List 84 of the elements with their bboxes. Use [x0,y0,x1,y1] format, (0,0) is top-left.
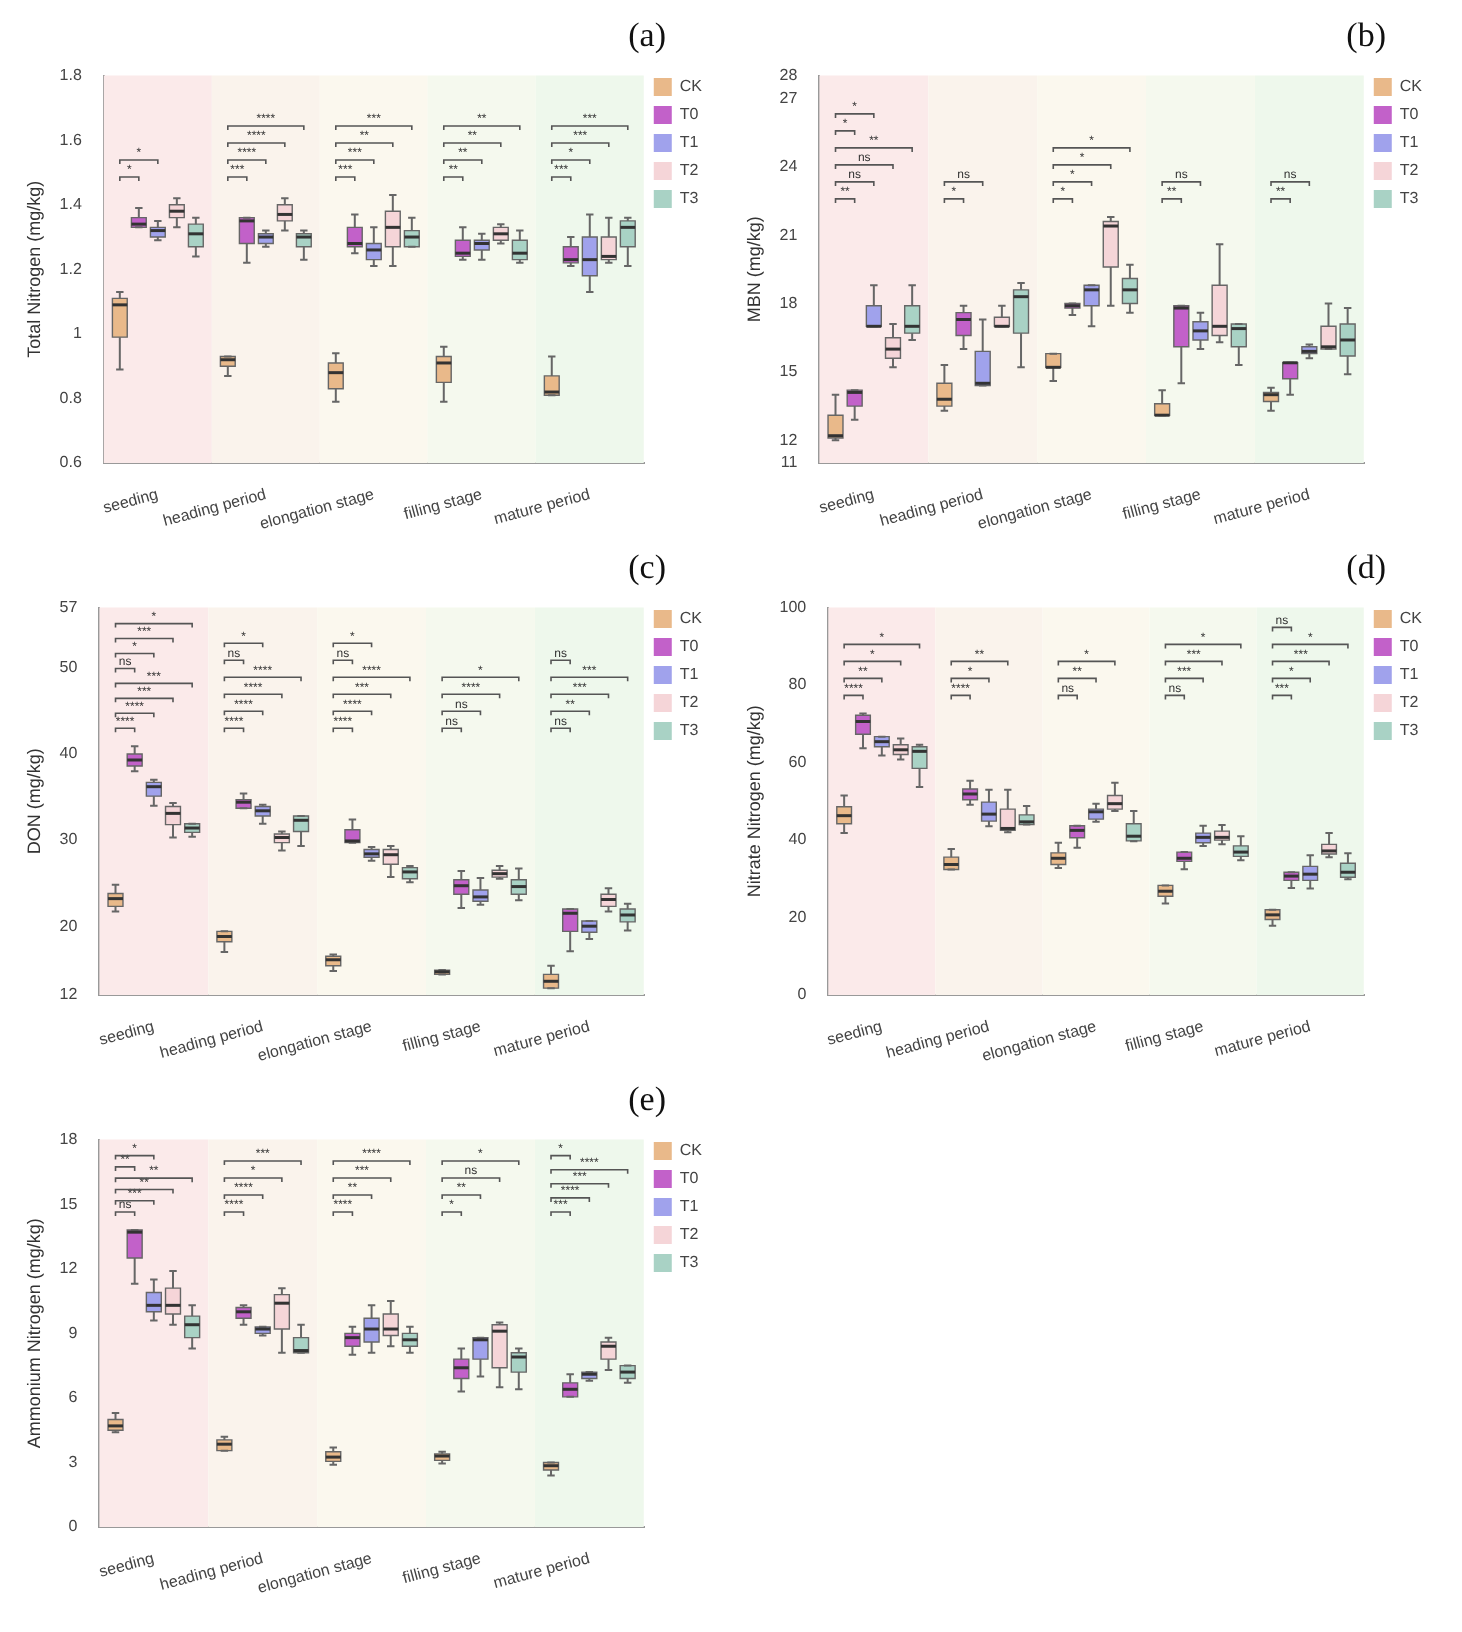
y-tick-label: 1.4 [59,195,83,214]
x-tick-label: filling stage [401,484,486,524]
y-tick-label: 1.2 [59,259,83,278]
legend-label: T2 [679,693,700,712]
y-tick-label: 28 [779,66,799,85]
legend-label: T1 [679,133,700,152]
y-tick-label: 50 [59,658,79,677]
x-tick-label: filling stage [400,1016,484,1056]
y-tick-label: 3 [68,1452,79,1471]
chart-title: (c) [626,548,668,590]
y-tick-label: 40 [59,744,79,763]
legend-label: T0 [679,1169,700,1188]
y-tick-label: 11 [780,453,799,472]
y-tick-label: 0.6 [59,453,83,472]
y-tick-label: 18 [779,293,799,312]
y-tick-label: 15 [779,362,799,381]
x-tick-label: seeding [101,485,161,517]
y-tick-label: 6 [68,1388,79,1407]
legend-label: T2 [679,161,700,180]
x-tick-label: mature period [491,485,592,528]
legend-label: T1 [679,665,700,684]
x-tick-label: filling stage [400,1548,484,1588]
legend-label: T2 [1399,161,1420,180]
legend-label: T1 [679,1197,700,1216]
chart-title: (a) [626,16,668,58]
y-tick-label: 12 [59,1259,79,1278]
chart-title: (e) [626,1080,668,1122]
y-tick-label: 40 [788,830,808,849]
legend-label: CK [679,609,704,628]
y-axis-title: Ammonium Nitrogen (mg/kg) [23,1218,44,1449]
x-tick-label: mature period [1212,1017,1313,1060]
legend-label: T3 [679,189,700,208]
y-tick-label: 80 [788,675,808,694]
y-tick-label: 1.8 [59,66,83,85]
y-tick-label: 20 [59,916,79,935]
y-axis-title: DON (mg/kg) [23,748,44,855]
legend-label: T0 [1399,637,1420,656]
y-tick-label: 20 [788,907,808,926]
legend-label: CK [1399,609,1424,628]
y-axis-title: MBN (mg/kg) [743,216,764,323]
legend-label: T1 [1399,133,1420,152]
legend-label: T3 [1399,189,1420,208]
x-tick-label: mature period [491,1017,592,1060]
y-tick-label: 9 [68,1323,79,1342]
x-tick-label: seeding [97,1549,157,1581]
y-tick-label: 60 [788,752,808,771]
y-tick-label: 15 [59,1194,79,1213]
x-tick-label: filling stage [1120,484,1204,524]
legend-label: CK [679,77,704,96]
legend-label: T3 [679,721,700,740]
legend-label: T3 [1399,721,1420,740]
legend-label: T2 [1399,693,1420,712]
y-tick-label: 21 [779,225,799,244]
x-tick-label: mature period [1211,485,1312,528]
y-axis-title: Total Nitrogen (mg/kg) [23,180,44,358]
x-tick-label: filling stage [1123,1016,1207,1056]
x-tick-label: seeding [825,1017,885,1049]
y-tick-label: 24 [779,157,799,176]
y-tick-label: 0 [797,985,808,1004]
y-tick-label: 30 [59,830,79,849]
legend-label: CK [1399,77,1424,96]
legend-label: T0 [679,105,700,124]
y-tick-label: 0 [68,1517,79,1536]
chart-title: (b) [1344,16,1388,58]
y-tick-label: 1.6 [59,130,83,149]
y-axis-title: Nitrate Nitrogen (mg/kg) [743,705,764,898]
y-tick-label: 0.8 [59,388,83,407]
legend-label: T0 [679,637,700,656]
chart-title: (d) [1344,548,1388,590]
y-tick-label: 12 [59,985,79,1004]
x-tick-label: seeding [817,485,877,517]
y-tick-label: 100 [779,598,808,617]
legend-label: T0 [1399,105,1420,124]
x-tick-label: mature period [491,1549,592,1592]
legend-label: T1 [1399,665,1420,684]
y-tick-label: 18 [59,1130,79,1149]
y-tick-label: 1 [72,324,83,343]
legend-label: T3 [679,1253,700,1272]
legend-label: CK [679,1141,704,1160]
y-tick-label: 12 [779,430,799,449]
x-tick-label: seeding [97,1017,157,1049]
y-tick-label: 27 [779,88,799,107]
y-tick-label: 57 [59,598,79,617]
legend-label: T2 [679,1225,700,1244]
